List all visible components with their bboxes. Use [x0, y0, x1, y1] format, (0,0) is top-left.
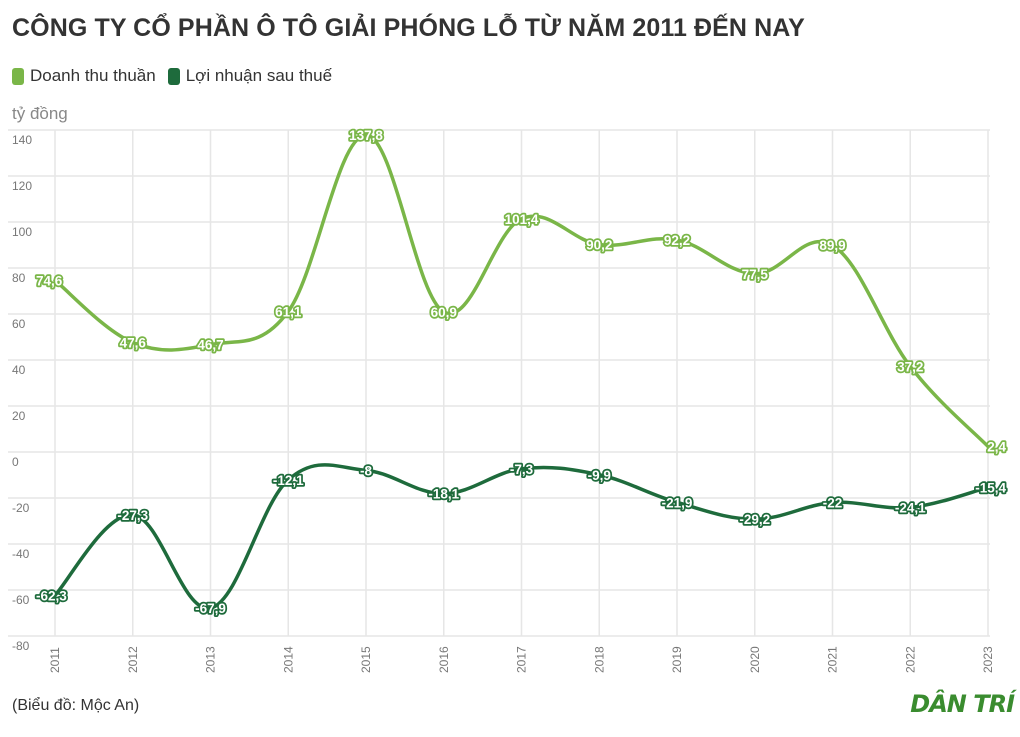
data-label-revenue: 92,2: [664, 233, 690, 248]
data-label-revenue: 137,8: [349, 128, 383, 143]
x-tick-label: 2011: [48, 647, 62, 673]
data-label-revenue: 90,2: [586, 238, 612, 253]
x-tick-label: 2016: [437, 646, 451, 673]
data-label-profit: -7,3: [510, 462, 534, 477]
x-tick-label: 2019: [670, 646, 684, 673]
y-tick-label: 0: [12, 455, 19, 469]
y-tick-label: -40: [12, 547, 30, 561]
y-tick-label: 40: [12, 363, 26, 377]
data-label-profit: -21,9: [662, 495, 693, 510]
data-label-revenue: 2,4: [987, 439, 1006, 454]
y-tick-label: -60: [12, 593, 30, 607]
x-tick-label: 2013: [204, 646, 218, 673]
data-label-revenue: 60,9: [431, 305, 457, 320]
data-label-profit: -9,9: [588, 468, 611, 483]
x-tick-label: 2022: [903, 646, 917, 673]
data-label-profit: -18,1: [428, 487, 459, 502]
data-label-revenue: 77,5: [742, 267, 769, 282]
series-line-revenue: [53, 133, 990, 449]
data-label-profit: -15,4: [975, 480, 1006, 495]
data-label-profit: -67,9: [195, 601, 226, 616]
dantri-logo[interactable]: DÂN TRÍ: [910, 690, 1015, 718]
legend-label-revenue: Doanh thu thuần: [30, 66, 156, 85]
data-label-revenue: 47,6: [120, 336, 147, 351]
y-tick-label: -20: [12, 501, 30, 515]
y-tick-label: 60: [12, 317, 26, 331]
x-tick-label: 2020: [748, 646, 762, 673]
data-label-profit: -8: [360, 463, 372, 478]
legend-swatch-revenue: [12, 67, 24, 85]
data-label-revenue: 61,1: [275, 304, 302, 319]
legend-swatch-profit: [167, 67, 180, 85]
chart-source: (Biểu đồ: Mộc An): [12, 697, 140, 714]
data-label-profit: -24,1: [895, 500, 926, 515]
legend-item-revenue[interactable]: Doanh thu thuần: [12, 66, 156, 86]
x-tick-label: 2023: [981, 646, 995, 673]
data-label-profit: -22: [823, 496, 843, 511]
data-label-profit: -62,3: [36, 588, 67, 603]
data-label-profit: -27,3: [117, 508, 148, 523]
y-tick-label: -80: [12, 639, 30, 653]
legend-label-profit: Lợi nhuận sau thuế: [185, 66, 333, 85]
x-tick-label: 2017: [515, 646, 529, 673]
y-tick-label: 20: [12, 409, 26, 423]
legend-item-profit[interactable]: Lợi nhuận sau thuế: [167, 66, 333, 86]
data-label-revenue: 37,2: [897, 359, 923, 374]
legend: Doanh thu thuần Lợi nhuận sau thuế: [12, 66, 332, 86]
y-tick-label: 140: [12, 133, 32, 147]
y-tick-label: 100: [12, 225, 32, 239]
data-label-revenue: 89,9: [819, 238, 845, 253]
x-tick-label: 2014: [281, 646, 295, 673]
x-tick-label: 2015: [359, 646, 373, 673]
x-tick-label: 2012: [126, 646, 140, 673]
y-tick-label: 120: [12, 179, 32, 193]
y-axis-unit-label: tỷ đồng: [12, 104, 68, 123]
y-tick-label: 80: [12, 271, 26, 285]
chart-title: CÔNG TY CỔ PHẦN Ô TÔ GIẢI PHÓNG LỖ TỪ NĂ…: [12, 14, 805, 42]
series-line-profit: [53, 463, 990, 610]
data-label-revenue: 74,6: [36, 273, 63, 288]
x-tick-label: 2021: [826, 646, 840, 673]
data-label-revenue: 101,4: [505, 212, 539, 227]
data-label-profit: -12,1: [273, 473, 304, 488]
x-tick-label: 2018: [592, 646, 606, 673]
data-label-profit: -29,2: [739, 512, 770, 527]
data-label-revenue: 46,7: [197, 338, 223, 353]
